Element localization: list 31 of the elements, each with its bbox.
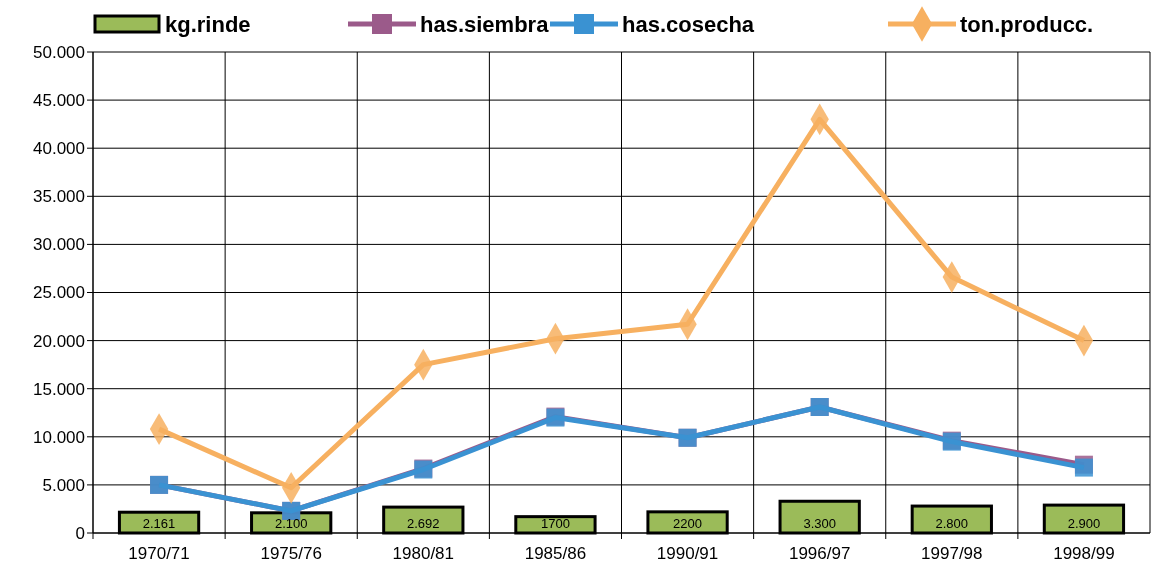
legend-label: ton.producc. <box>960 11 1094 37</box>
x-tick-label: 1975/76 <box>260 544 322 563</box>
y-tick-label: 25.000 <box>33 283 85 303</box>
y-tick-label: 5.000 <box>42 475 85 495</box>
y-tick-label: 20.000 <box>33 331 85 351</box>
legend-label: has.siembra <box>420 11 550 37</box>
x-tick-label: 1985/86 <box>524 544 587 563</box>
y-tick-label: 15.000 <box>33 379 85 399</box>
y-tick-label: 35.000 <box>33 187 85 207</box>
legend-label: kg.rinde <box>165 11 251 37</box>
y-tick-label: 50.000 <box>33 42 85 62</box>
data-label: 2.692 <box>407 516 440 531</box>
y-tick-label: 10.000 <box>33 427 85 447</box>
data-label: 1700 <box>540 516 570 531</box>
x-tick-label: 1996/97 <box>788 544 851 563</box>
y-tick-label: 40.000 <box>33 139 85 159</box>
data-label: 3.300 <box>803 516 836 531</box>
x-tick-label: 1997/98 <box>921 544 983 563</box>
data-label: 2.900 <box>1067 516 1101 531</box>
data-label: 2.100 <box>274 516 308 531</box>
y-tick-label: 0 <box>75 523 85 543</box>
legend-label: has.cosecha <box>622 11 755 37</box>
data-label: 2200 <box>673 516 703 531</box>
data-label: 2.800 <box>935 516 969 531</box>
y-tick-label: 30.000 <box>33 235 85 255</box>
data-label: 2.161 <box>142 516 176 531</box>
x-tick-label: 1998/99 <box>1053 544 1115 563</box>
x-tick-label: 1980/81 <box>392 544 455 563</box>
x-tick-label: 1990/91 <box>656 544 719 563</box>
y-tick-label: 45.000 <box>33 91 85 111</box>
x-tick-label: 1970/71 <box>128 544 190 563</box>
